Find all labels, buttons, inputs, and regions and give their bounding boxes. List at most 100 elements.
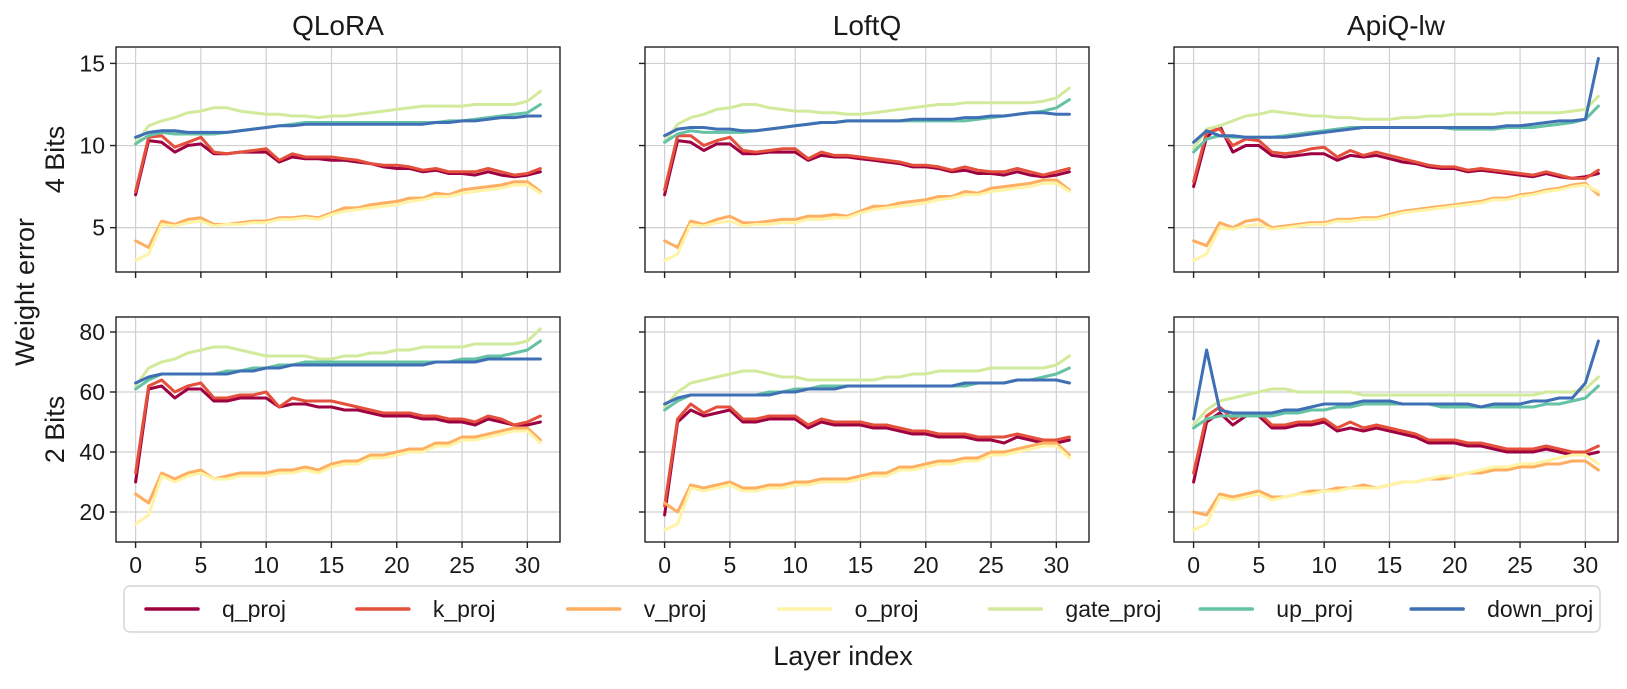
series-line-k-proj — [663, 134, 1071, 192]
series-line-v-proj — [663, 441, 1071, 514]
axes-frame — [115, 46, 561, 273]
series-line-q-proj — [134, 384, 542, 484]
series-line-gate-proj — [663, 354, 1071, 409]
panel-qlora-4-bits: 5 10 15 QLoRA 4 Bits — [40, 10, 561, 278]
axes-frame — [644, 316, 1090, 543]
series-line-q-proj — [1192, 411, 1600, 484]
legend-item-gate-proj: gate_proj — [987, 596, 1161, 622]
row-label: 2 Bits — [40, 396, 70, 464]
panel-loftq-4-bits: LoftQ — [639, 10, 1090, 278]
series-line-o-proj — [1192, 453, 1600, 532]
y-tick-label: 60 — [79, 379, 105, 405]
x-tick-label: 5 — [1252, 552, 1265, 578]
x-tick-label: 30 — [1573, 552, 1599, 578]
legend: q_proj k_proj v_proj o_proj gate_proj up_proj… — [123, 585, 1601, 633]
x-tick-label: 5 — [194, 552, 207, 578]
x-tick-label: 15 — [848, 552, 874, 578]
x-tick-label: 20 — [1442, 552, 1468, 578]
x-tick-label: 30 — [515, 552, 541, 578]
series-line-v-proj — [1192, 181, 1600, 248]
series-line-k-proj — [663, 402, 1071, 508]
y-tick-label: 15 — [79, 50, 105, 76]
series-line-down-proj — [1192, 57, 1600, 144]
panel-apiq-lw-2-bits: 0 5 10 15 20 25 30 — [1168, 316, 1619, 578]
panel-apiq-lw-4-bits: ApiQ-lw — [1168, 10, 1619, 278]
y-axis-main-label: Weight error — [10, 218, 40, 366]
axes-frame — [1173, 46, 1619, 273]
panel-title: QLoRA — [292, 10, 384, 41]
panel-loftq-2-bits: 0 5 10 15 20 25 30 — [639, 316, 1090, 578]
x-tick-label: 0 — [658, 552, 671, 578]
series-line-down-proj — [134, 357, 542, 385]
legend-item-q-proj: q_proj — [144, 596, 286, 622]
series-line-gate-proj — [134, 89, 542, 146]
legend-item-o-proj: o_proj — [776, 596, 919, 622]
legend-item-up-proj: up_proj — [1198, 596, 1353, 622]
x-tick-label: 10 — [253, 552, 279, 578]
series-line-k-proj — [134, 378, 542, 475]
series-line-q-proj — [663, 139, 1071, 197]
x-tick-label: 15 — [319, 552, 345, 578]
x-tick-label: 20 — [384, 552, 410, 578]
series-line-gate-proj — [134, 327, 542, 388]
legend-label: o_proj — [855, 596, 919, 622]
x-tick-label: 10 — [782, 552, 808, 578]
series-line-v-proj — [134, 180, 542, 249]
legend-item-v-proj: v_proj — [565, 596, 707, 622]
legend-label: k_proj — [433, 596, 496, 622]
series-line-o-proj — [663, 444, 1071, 532]
panel-title: ApiQ-lw — [1347, 10, 1446, 41]
panels-layer: 5 10 15 QLoRA 4 Bits LoftQ ApiQ-lw 20 40 60 80 0 5 10… — [40, 10, 1619, 578]
series-line-o-proj — [134, 183, 542, 262]
row-label: 4 Bits — [40, 126, 70, 194]
y-tick-label: 40 — [79, 439, 105, 465]
x-tick-label: 30 — [1044, 552, 1070, 578]
legend-label: up_proj — [1276, 596, 1353, 622]
x-tick-label: 25 — [978, 552, 1004, 578]
legend-label: v_proj — [644, 596, 707, 622]
x-tick-label: 15 — [1377, 552, 1403, 578]
series-line-down-proj — [663, 378, 1071, 406]
legend-label: down_proj — [1487, 596, 1593, 622]
legend-frame — [123, 585, 1601, 633]
x-tick-label: 5 — [723, 552, 736, 578]
y-tick-label: 80 — [79, 319, 105, 345]
series-line-gate-proj — [663, 86, 1071, 144]
legend-label: gate_proj — [1065, 596, 1161, 622]
x-tick-label: 20 — [913, 552, 939, 578]
legend-items: q_proj k_proj v_proj o_proj gate_proj up_proj… — [144, 596, 1593, 622]
axes-frame — [1173, 316, 1619, 543]
series-line-o-proj — [663, 181, 1071, 262]
series-line-v-proj — [663, 178, 1071, 249]
series-line-v-proj — [1192, 459, 1600, 517]
x-tick-label: 0 — [1187, 552, 1200, 578]
y-tick-label: 10 — [79, 133, 105, 159]
series-line-o-proj — [1192, 183, 1600, 262]
y-tick-label: 20 — [79, 499, 105, 525]
legend-label: q_proj — [222, 596, 286, 622]
axes-frame — [115, 316, 561, 543]
series-line-q-proj — [134, 139, 542, 197]
x-tick-label: 25 — [1507, 552, 1533, 578]
legend-item-down-proj: down_proj — [1409, 596, 1593, 622]
x-tick-label: 0 — [129, 552, 142, 578]
series-line-k-proj — [1192, 127, 1600, 184]
series-line-q-proj — [1192, 124, 1600, 189]
legend-item-k-proj: k_proj — [355, 596, 496, 622]
series-line-gate-proj — [1192, 375, 1600, 427]
series-line-k-proj — [134, 134, 542, 193]
axes-frame — [644, 46, 1090, 273]
series-line-down-proj — [134, 114, 542, 139]
x-axis-main-label: Layer index — [773, 641, 913, 671]
y-tick-label: 5 — [92, 215, 105, 241]
x-tick-label: 25 — [449, 552, 475, 578]
series-line-down-proj — [1192, 339, 1600, 421]
series-line-q-proj — [663, 408, 1071, 517]
series-line-v-proj — [134, 426, 542, 505]
x-tick-label: 10 — [1311, 552, 1337, 578]
series-line-o-proj — [134, 429, 542, 526]
series-line-down-proj — [663, 111, 1071, 138]
series-line-gate-proj — [1192, 94, 1600, 151]
